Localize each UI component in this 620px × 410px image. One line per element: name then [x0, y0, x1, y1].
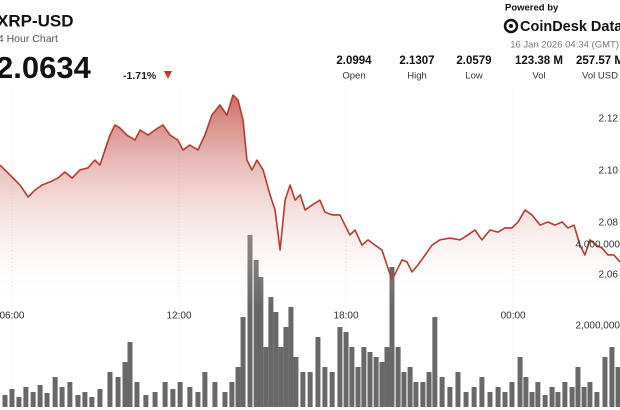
stat-value: 2.0994	[336, 55, 372, 67]
stat-value: 2.1307	[399, 55, 434, 67]
stat-label: Low	[465, 71, 483, 82]
brand-logo	[503, 18, 519, 34]
price-line	[0, 94, 620, 281]
stat-label: Vol	[532, 71, 545, 82]
chart-title: XRP-USD	[0, 11, 74, 30]
brand-logo-dot	[509, 24, 513, 28]
price-plot	[0, 94, 620, 407]
powered-by: Powered by	[505, 3, 559, 14]
stat-value: 123.38 M	[515, 55, 563, 67]
stat-value: 2.0579	[456, 55, 491, 67]
y2-tick-label: 4,000,000	[576, 240, 620, 251]
x-tick-label: 18:00	[334, 311, 359, 322]
stat-label: High	[407, 71, 427, 82]
price-change: -1.71%	[123, 70, 157, 82]
x-tick-label: 06:00	[0, 311, 25, 322]
axes: 06:00 12:00 18:00 00:00 2.06 2.08 2.10 2.12 2,00…	[0, 114, 620, 332]
x-tick-label: 12:00	[166, 311, 191, 322]
down-arrow	[164, 71, 172, 79]
x-tick-label: 00:00	[501, 311, 526, 322]
y2-tick-label: 2,000,000	[576, 321, 620, 332]
current-price: 2.0634	[0, 50, 92, 85]
y-tick-label: 2.08	[599, 218, 619, 229]
y-tick-label: 2.06	[599, 270, 619, 281]
stat-label: Vol USD	[582, 71, 618, 82]
stat-value: 257.57 M	[576, 55, 620, 67]
timestamp: 16 Jan 2026 04:34 (GMT)	[510, 40, 619, 51]
chart-subtitle: 24 Hour Chart	[0, 33, 58, 45]
stats: 2.0994 Open 2.1307 High 2.0579 Low 123.38 M Vol…	[336, 55, 620, 81]
y-tick-label: 2.10	[599, 166, 619, 177]
stat-label: Open	[342, 71, 365, 82]
y-tick-label: 2.12	[599, 114, 619, 125]
price-area	[0, 95, 620, 407]
brand: CoinDesk Data	[520, 19, 620, 35]
